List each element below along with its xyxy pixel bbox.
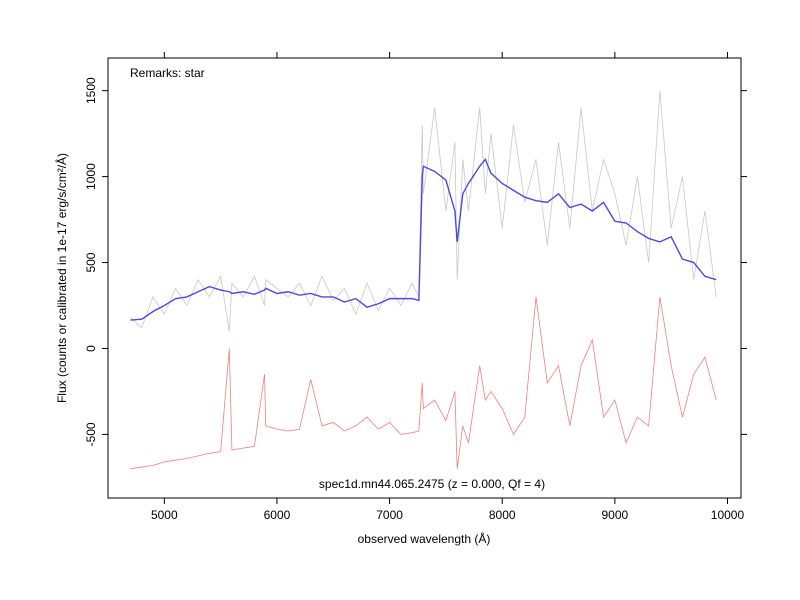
x-axis-label: observed wavelength (Å) bbox=[358, 531, 491, 546]
y-tick-label: 500 bbox=[84, 252, 98, 272]
y-tick-label: 1000 bbox=[84, 163, 98, 190]
x-tick-label: 7000 bbox=[376, 508, 403, 522]
x-tick-label: 6000 bbox=[264, 508, 291, 522]
y-tick-label: 0 bbox=[84, 345, 98, 352]
x-tick-label: 9000 bbox=[601, 508, 628, 522]
spectrum-line bbox=[130, 158, 717, 321]
x-tick-label: 5000 bbox=[151, 508, 178, 522]
spectrum-line bbox=[130, 90, 717, 332]
spectrum-id: spec1d.mn44.065.2475 (z = 0.000, Qf = 4) bbox=[319, 477, 545, 491]
y-tick-label: -500 bbox=[84, 422, 98, 446]
spectrum-line bbox=[130, 296, 717, 470]
y-tick-label: 1500 bbox=[84, 77, 98, 104]
remark: Remarks: star bbox=[130, 66, 205, 80]
x-tick-label: 8000 bbox=[489, 508, 516, 522]
plot-frame bbox=[107, 57, 742, 499]
x-tick-label: 10000 bbox=[711, 508, 745, 522]
y-axis-label: Flux (counts or calibrated in 1e-17 erg/… bbox=[54, 153, 69, 403]
